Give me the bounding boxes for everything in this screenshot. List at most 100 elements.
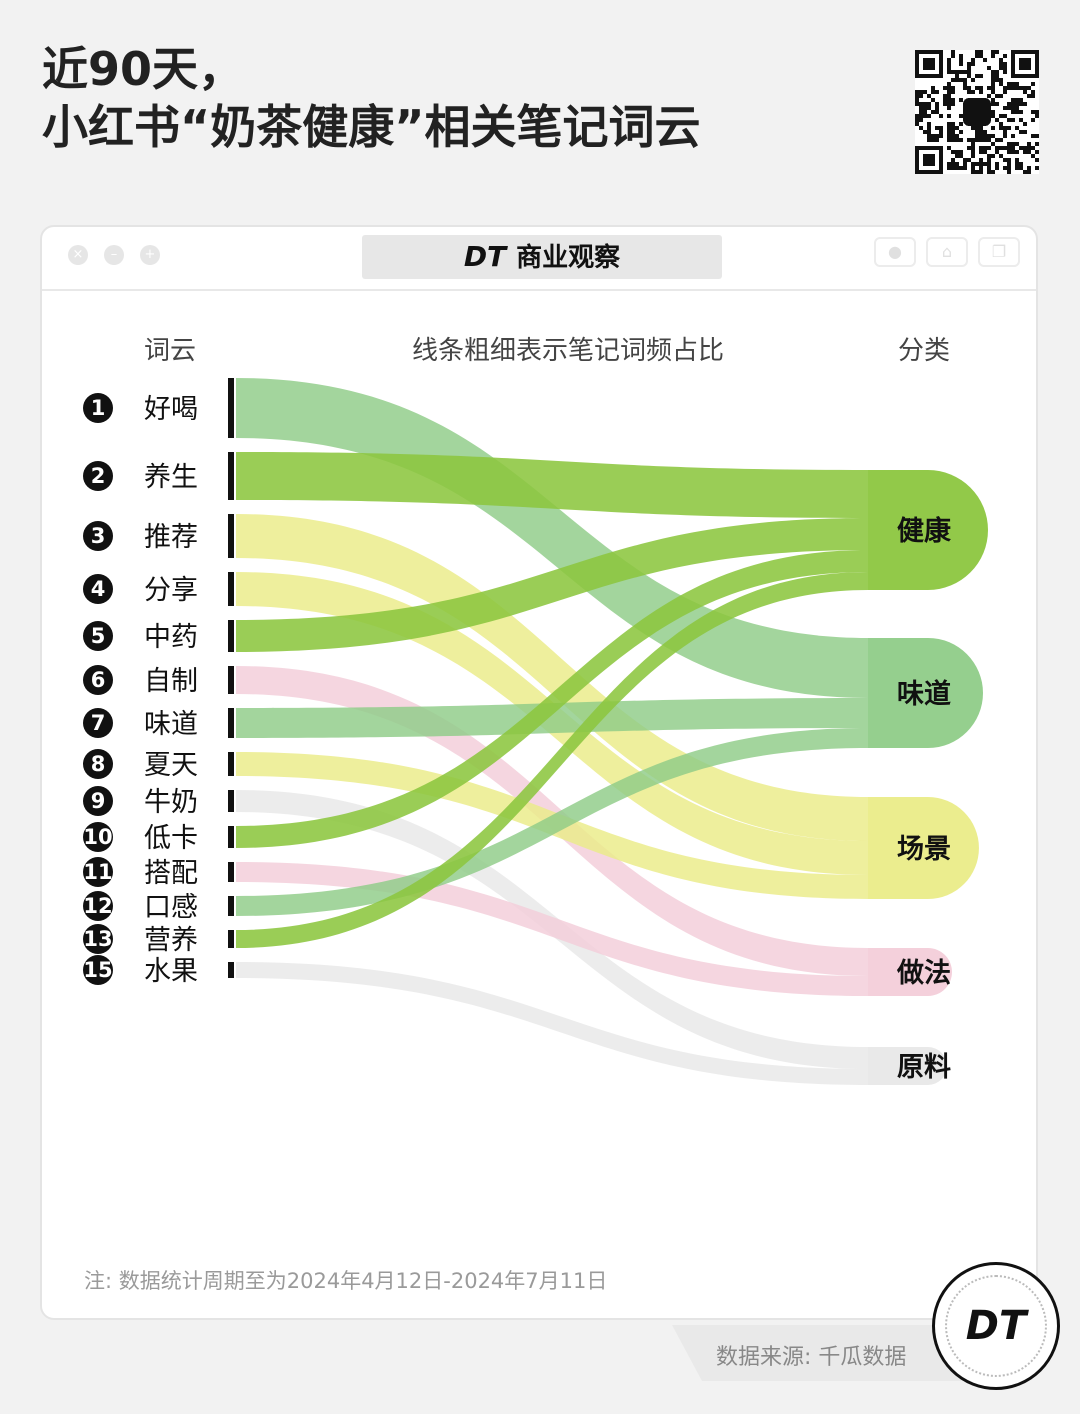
rank-badge-15 [83, 955, 113, 985]
word-bar-味道 [228, 708, 234, 738]
rank-badge-8 [83, 749, 113, 779]
flow-推荐 [236, 514, 868, 841]
page-title: 近90天， 小红书“奶茶健康”相关笔记词云 [42, 40, 700, 156]
word-label-口感: 口感 [144, 892, 198, 923]
word-label-自制: 自制 [144, 666, 198, 697]
rank-badge-13 [83, 924, 113, 954]
word-label-味道: 味道 [144, 709, 198, 740]
category-node-味道 [868, 638, 983, 748]
rank-badge-4 [83, 574, 113, 604]
word-bar-低卡 [228, 826, 234, 848]
category-node-原料 [868, 1047, 947, 1085]
category-label-味道: 味道 [897, 678, 951, 710]
word-bar-夏天 [228, 752, 234, 776]
word-label-水果: 水果 [144, 956, 198, 987]
rank-number-4: 4 [91, 577, 106, 601]
word-label-好喝: 好喝 [144, 394, 198, 425]
window-icon: ❐ [978, 237, 1020, 267]
rank-number-7: 7 [91, 711, 106, 735]
category-label-场景: 场景 [897, 834, 951, 865]
word-bar-养生 [228, 452, 234, 500]
category-label-健康: 健康 [897, 515, 952, 547]
flow-中药 [236, 518, 868, 652]
maximize-window-icon: + [140, 245, 160, 265]
word-bar-水果 [228, 962, 234, 978]
rank-badge-2 [83, 461, 113, 491]
word-label-夏天: 夏天 [144, 750, 198, 781]
rank-badge-1 [83, 393, 113, 423]
word-label-牛奶: 牛奶 [144, 787, 198, 818]
word-label-低卡: 低卡 [144, 823, 198, 854]
right-column-header: 分类 [898, 336, 950, 366]
category-label-做法: 做法 [896, 958, 951, 989]
word-label-中药: 中药 [144, 622, 198, 653]
word-label-推荐: 推荐 [144, 522, 198, 553]
word-bar-自制 [228, 666, 234, 694]
rank-badge-10 [83, 822, 113, 852]
word-bar-好喝 [228, 378, 234, 438]
minimize-window-icon: – [104, 245, 124, 265]
record-icon: ● [874, 237, 916, 267]
flow-养生 [236, 452, 868, 518]
flow-水果 [236, 962, 868, 1085]
word-bar-分享 [228, 572, 234, 606]
rank-number-15: 15 [83, 958, 112, 982]
title-line-1: 近90天， [42, 42, 245, 96]
rank-number-8: 8 [91, 752, 106, 776]
rank-number-5: 5 [91, 624, 106, 648]
close-window-icon: × [68, 245, 88, 265]
category-node-场景 [868, 797, 979, 899]
flow-低卡 [236, 550, 868, 848]
word-bar-牛奶 [228, 790, 234, 812]
dt-logo-badge: DT [932, 1262, 1060, 1390]
brand-name: 商业观察 [516, 243, 621, 273]
flow-口感 [236, 728, 868, 916]
qr-code-icon [915, 50, 1039, 174]
rank-number-11: 11 [83, 860, 112, 884]
word-bar-搭配 [228, 862, 234, 882]
footnote: 注: 数据统计周期至为2024年4月12日-2024年7月11日 [84, 1269, 608, 1293]
rank-number-9: 9 [91, 789, 106, 813]
word-label-搭配: 搭配 [144, 858, 198, 889]
category-node-做法 [868, 948, 952, 996]
brand-badge: DT 商业观察 [362, 235, 722, 279]
rank-badge-6 [83, 665, 113, 695]
left-column-header: 词云 [144, 336, 196, 366]
word-label-养生: 养生 [144, 462, 198, 493]
category-label-原料: 原料 [897, 1052, 951, 1083]
rank-badge-11 [83, 857, 113, 887]
rank-number-3: 3 [91, 524, 106, 548]
rank-badge-3 [83, 521, 113, 551]
flow-营养 [236, 572, 868, 948]
word-bar-营养 [228, 930, 234, 948]
word-bars-layer [228, 378, 234, 978]
rank-number-12: 12 [83, 894, 112, 918]
dt-logo-icon: DT [945, 1275, 1047, 1377]
rank-number-2: 2 [91, 464, 106, 488]
word-bar-中药 [228, 620, 234, 652]
category-node-健康 [868, 470, 988, 590]
home-icon: ⌂ [926, 237, 968, 267]
rank-badge-9 [83, 786, 113, 816]
word-label-分享: 分享 [144, 575, 198, 606]
category-nodes-layer [868, 470, 988, 1085]
rank-number-10: 10 [83, 825, 112, 849]
word-bar-推荐 [228, 514, 234, 558]
rank-badge-7 [83, 708, 113, 738]
rank-number-1: 1 [91, 396, 106, 420]
middle-column-header: 线条粗细表示笔记词频占比 [412, 336, 724, 366]
brand-logo: DT [463, 240, 507, 273]
window-titlebar: × – + DT 商业观察 ● ⌂ ❐ [42, 227, 1036, 291]
word-label-营养: 营养 [144, 925, 198, 956]
rank-badge-12 [83, 891, 113, 921]
rank-number-6: 6 [91, 668, 106, 692]
flow-味道 [236, 698, 868, 738]
word-bar-口感 [228, 896, 234, 916]
title-line-2: 小红书“奶茶健康”相关笔记词云 [42, 100, 701, 154]
data-source: 数据来源: 千瓜数据 [716, 1345, 907, 1370]
rank-number-13: 13 [83, 927, 112, 951]
flow-搭配 [236, 862, 868, 996]
flows-layer [236, 378, 868, 1085]
